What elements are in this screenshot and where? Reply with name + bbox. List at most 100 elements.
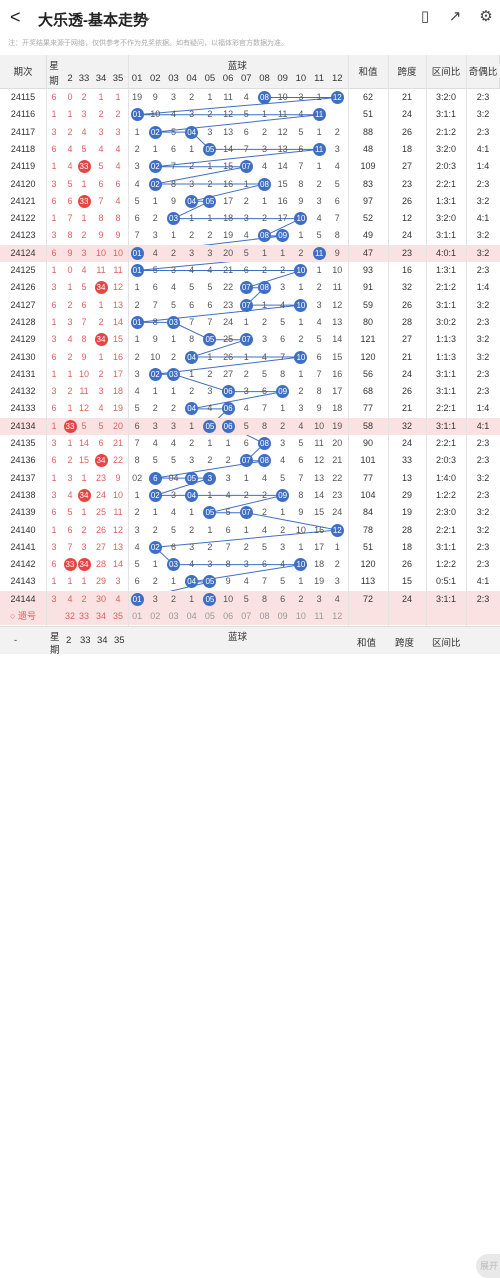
share-icon[interactable]: ↗ [448, 8, 462, 25]
blue-miss-cell: 11 [278, 109, 288, 120]
issue-cell: 24125 [10, 265, 36, 275]
blue-miss-cell: 2 [298, 334, 304, 345]
red-miss-cell: 4 [98, 143, 104, 154]
blue-ball: 06 [221, 419, 235, 433]
blue-miss-cell: 2 [152, 403, 158, 414]
header-red-33: 33 [76, 73, 92, 84]
blue-miss-cell: 5 [243, 593, 249, 604]
span-cell: 33 [401, 455, 412, 466]
red-miss-cell: 1 [98, 351, 104, 362]
footer-blue-cell: 12 [332, 611, 343, 621]
red-miss-cell: 10 [95, 247, 106, 258]
blue-miss-cell: 3 [207, 126, 213, 137]
header-span[interactable]: 跨度 [388, 64, 426, 78]
red-miss-cell: 1 [51, 265, 57, 275]
parity-cell: 3:2 [476, 299, 490, 310]
red-miss-cell: 7 [67, 213, 73, 224]
blue-miss-cell: 10 [295, 524, 306, 535]
span-cell: 23 [401, 178, 412, 189]
back-icon[interactable]: < [10, 7, 21, 27]
blue-miss-cell: 1 [243, 351, 249, 362]
chart-icon[interactable]: ▯ [420, 8, 430, 25]
blue-miss-cell: 5 [170, 126, 176, 137]
blue-miss-cell: 1 [280, 247, 286, 258]
sum-cell: 77 [362, 403, 373, 414]
blue-ball: 02 [148, 160, 162, 174]
blue-miss-cell: 6 [225, 524, 231, 535]
blue-miss-cell: 2 [280, 420, 286, 431]
blue-miss-cell: 5 [189, 282, 195, 293]
blue-ball: 04 [185, 350, 199, 364]
blue-miss-cell: 17 [277, 213, 288, 224]
blue-miss-cell: 2 [207, 109, 213, 120]
blue-miss-cell: 6 [243, 126, 249, 137]
interval-cell: 3:1:1 [435, 386, 457, 397]
blue-miss-cell: 6 [170, 143, 176, 154]
blue-miss-cell: 2 [170, 247, 176, 258]
blue-ball: 01 [130, 592, 144, 606]
blue-ball: 03 [167, 212, 180, 226]
red-miss-cell: 29 [95, 576, 106, 587]
parity-cell: 4:1 [476, 213, 490, 224]
blue-miss-cell: 17 [332, 386, 343, 397]
sum-cell: 120 [360, 351, 376, 362]
blue-miss-cell: 1 [316, 265, 322, 275]
blue-miss-cell: 3 [170, 489, 176, 500]
red-miss-cell: 1 [51, 316, 57, 327]
blue-miss-cell: 2 [189, 438, 195, 448]
span-cell: 24 [401, 368, 412, 379]
sum-cell: 48 [362, 143, 373, 154]
red-miss-cell: 2 [115, 109, 121, 120]
footer-red-cell: 35 [112, 611, 123, 621]
blue-miss-cell: 9 [298, 507, 304, 518]
blue-ball: 04 [185, 575, 199, 589]
issue-cell: 24116 [10, 109, 36, 120]
blue-miss-cell: 1 [243, 472, 249, 483]
blue-miss-cell: 1 [207, 489, 213, 500]
blue-miss-cell: 2 [261, 213, 267, 224]
column-divider [348, 55, 349, 654]
header-issue[interactable]: 期次 [0, 64, 46, 78]
red-ball: 34 [94, 454, 108, 468]
blue-miss-cell: 5 [134, 559, 140, 570]
blue-miss-cell: 2 [207, 178, 213, 189]
column-divider [388, 55, 389, 654]
sum-cell: 88 [362, 126, 373, 137]
blue-miss-cell: 3 [334, 576, 340, 587]
blue-miss-cell: 1 [207, 92, 213, 102]
red-miss-cell: 7 [98, 195, 104, 206]
sum-cell: 91 [362, 282, 373, 293]
blue-ball: 02 [148, 367, 162, 381]
parity-cell: 3:2 [476, 109, 490, 120]
column-divider [128, 55, 129, 654]
blue-miss-cell: 4 [170, 507, 176, 518]
red-miss-cell: 3 [98, 126, 104, 137]
header-parity[interactable]: 奇偶比 [466, 64, 500, 78]
interval-cell: 3:1:1 [435, 541, 457, 552]
footer-red-cell: 34 [95, 611, 106, 621]
chevron-down-icon[interactable]: ⌄ [142, 10, 153, 24]
blue-miss-cell: 5 [298, 126, 304, 137]
interval-cell: 3:1:1 [435, 593, 457, 604]
header-blue-12: 12 [328, 73, 347, 84]
blue-miss-cell: 4 [134, 178, 140, 189]
span-cell: 24 [401, 230, 412, 241]
issue-cell: 24134 [10, 420, 36, 431]
header-interval[interactable]: 区间比 [426, 64, 466, 78]
table-row[interactable] [0, 590, 500, 608]
blue-miss-cell: 2 [261, 489, 267, 500]
blue-miss-cell: 5 [225, 507, 231, 518]
header-blue-01: 01 [128, 73, 147, 84]
red-miss-cell: 5 [67, 178, 73, 189]
bottom-red-label-2: 期 [50, 645, 60, 656]
expand-button[interactable]: 展开 [476, 1254, 500, 1278]
interval-cell: 2:3:0 [435, 507, 457, 518]
settings-icon[interactable]: ⚙ [479, 8, 493, 25]
red-miss-cell: 12 [78, 403, 89, 414]
header-sum[interactable]: 和值 [348, 64, 388, 78]
table-row[interactable] [0, 244, 500, 262]
red-ball: 33 [63, 558, 77, 572]
blue-miss-cell: 1 [243, 524, 249, 535]
table-row[interactable] [0, 417, 500, 435]
red-miss-cell: 30 [95, 593, 106, 604]
